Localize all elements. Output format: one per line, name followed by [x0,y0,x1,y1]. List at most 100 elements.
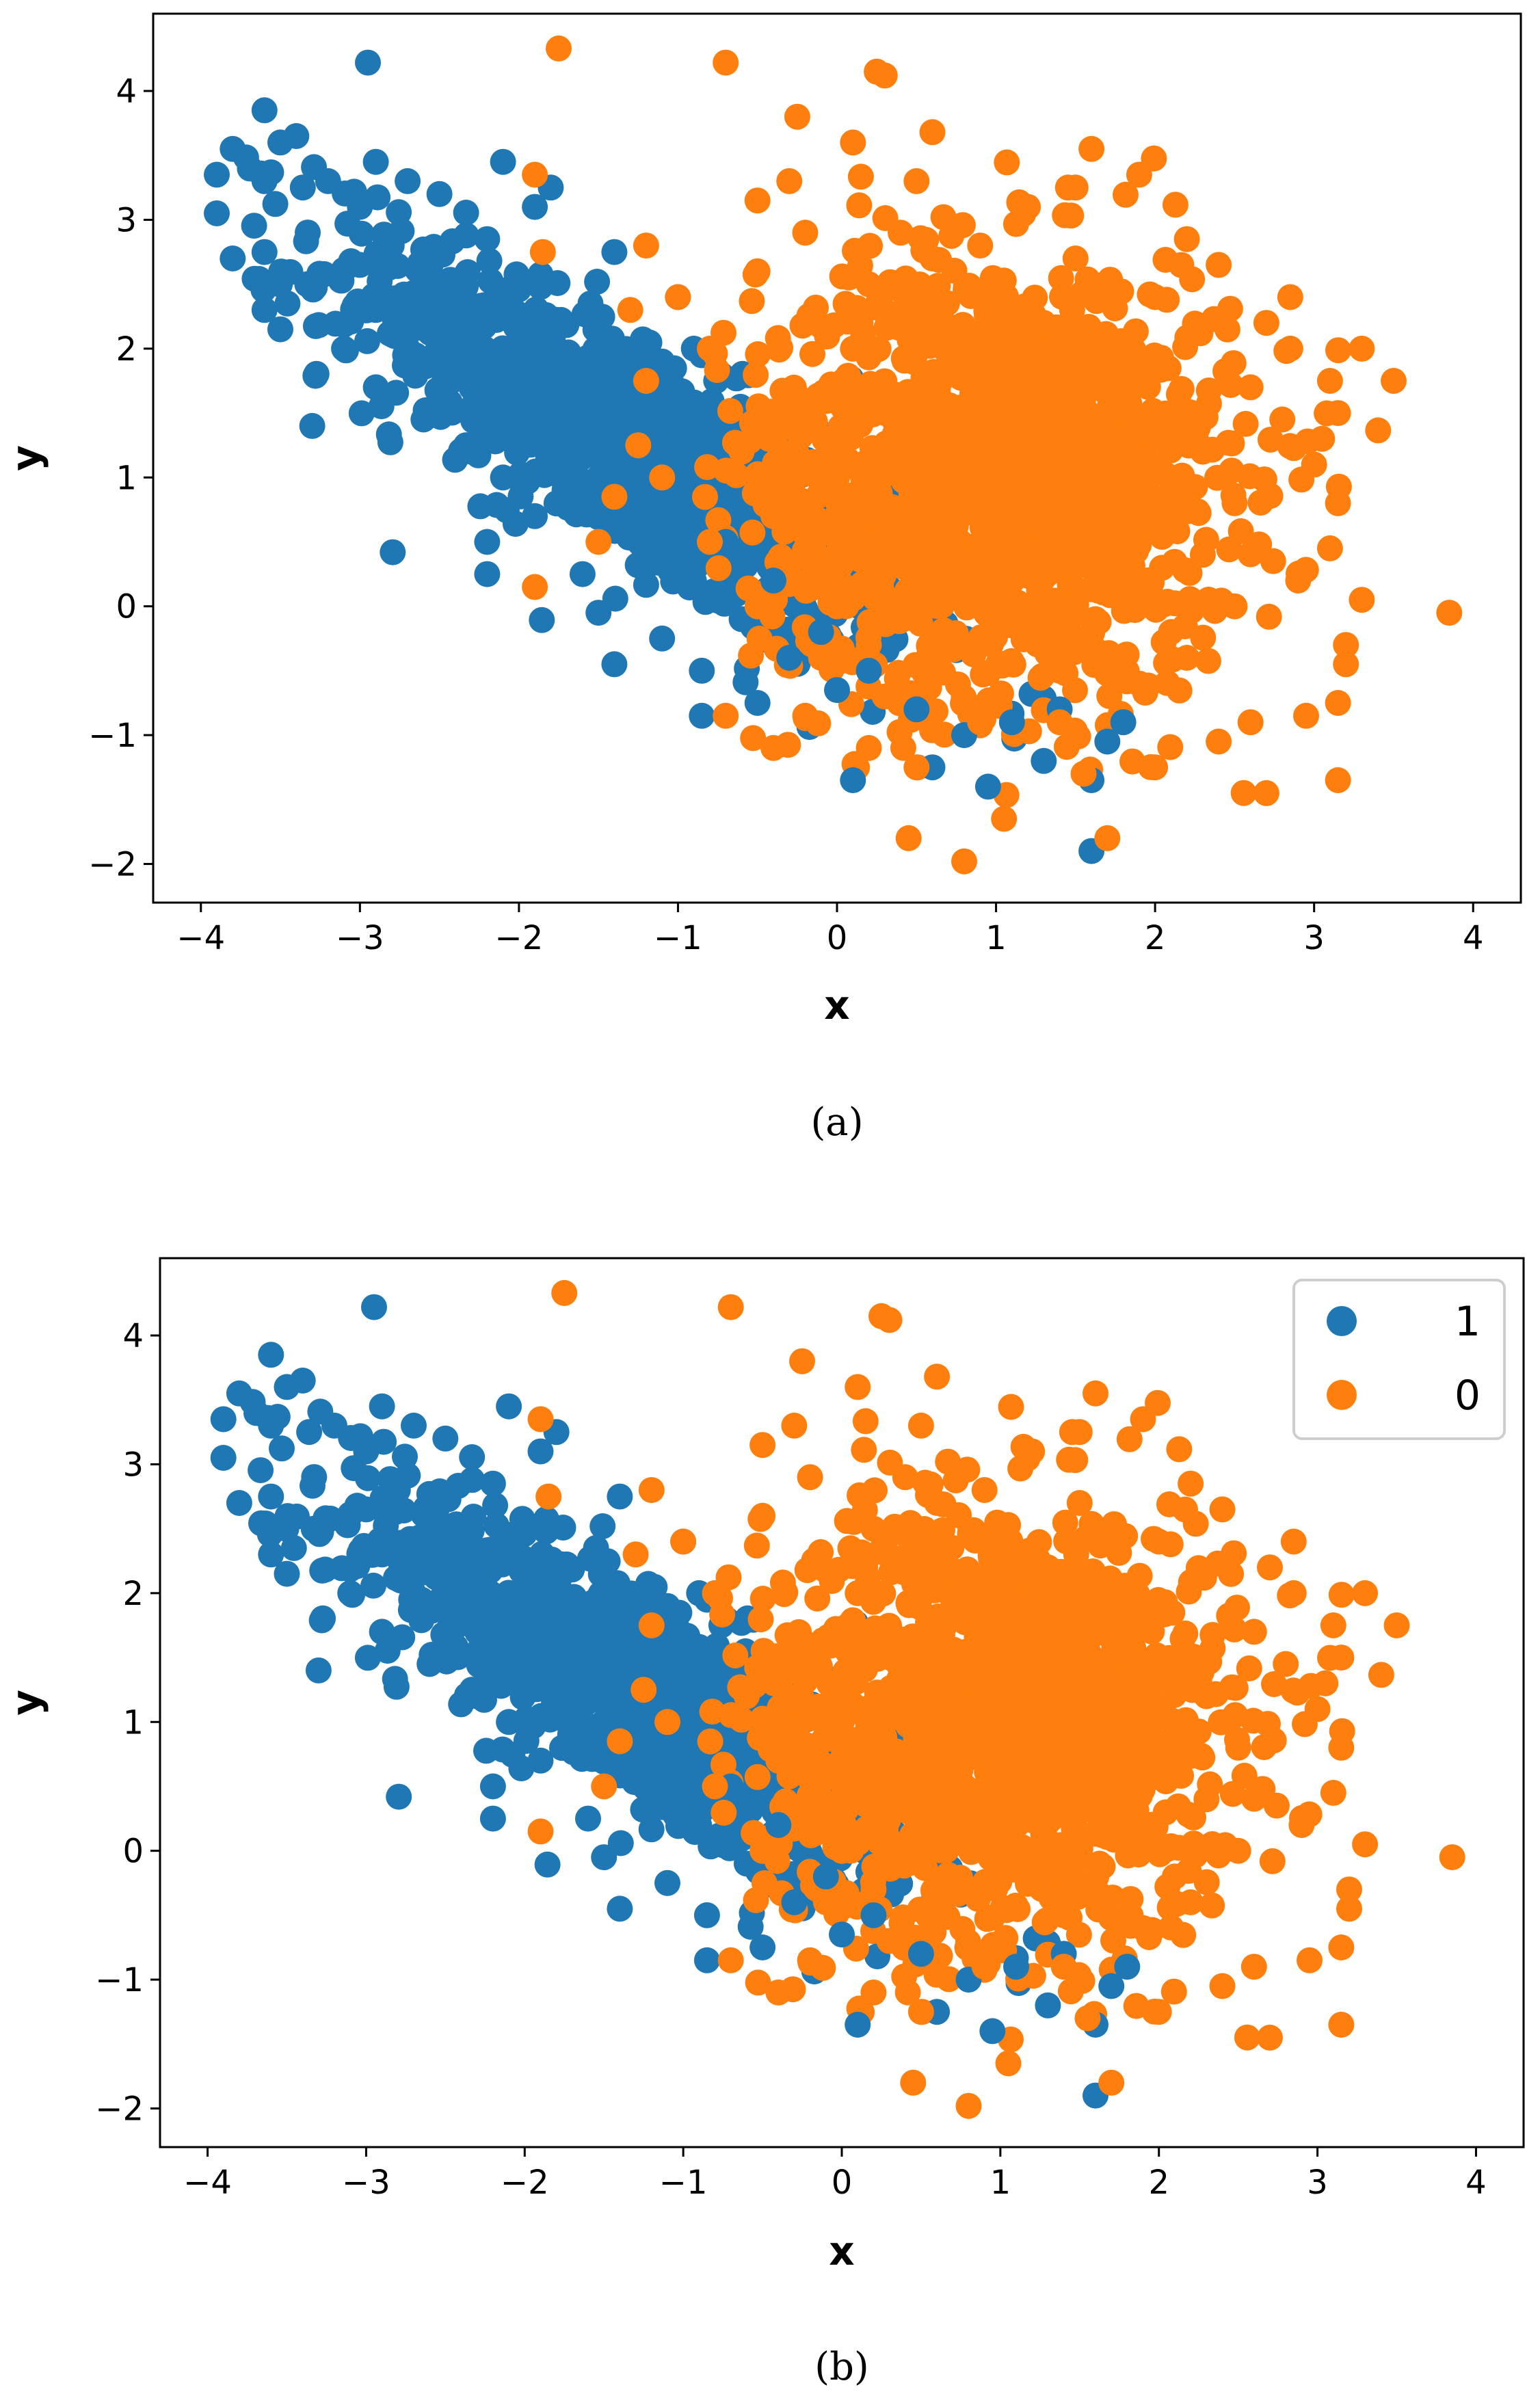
panel-b-point-0 [1098,2069,1125,2096]
panel-a-cloud-point-0 [1074,637,1100,664]
panel-b-point-0 [717,1294,744,1320]
panel-b-point-1 [829,1921,855,1948]
panel-a-point-1 [522,503,548,529]
panel-b-cloud-point-0 [1094,1516,1121,1543]
panel-b-cloud-point-0 [921,1876,948,1902]
panel-a-point-0 [1173,645,1200,671]
panel-b-cloud-point-1 [354,1645,381,1671]
panel-b-point-0 [1280,1528,1307,1555]
panel-b-point-0 [1019,1438,1046,1465]
panel-b-point-1 [591,1709,618,1735]
panel-b-cloud-point-0 [1261,1671,1287,1697]
panel-a-point-0 [1078,555,1105,581]
panel-a-cloud-point-0 [1146,354,1173,380]
panel-a-point-0 [951,848,977,875]
panel-a-cloud-point-0 [857,371,884,397]
panel-b-cloud-point-0 [699,1699,726,1725]
panel-b-cloud-point-1 [309,1557,336,1584]
panel-a-cloud-point-0 [1059,377,1085,404]
panel-a-point-0 [855,734,882,761]
panel-b-point-0 [638,1477,665,1504]
panel-b-cloud-point-0 [881,1690,907,1716]
panel-a-cloud-point-0 [1102,560,1129,586]
panel-a-cloud-point-0 [1220,350,1247,377]
panel-a-point-0 [697,529,723,555]
panel-a-cloud-point-0 [919,447,946,473]
panel-a-point-1 [474,561,501,587]
panel-a-x-ticks: −4 −3 −2 −1 0 1 2 3 4 [176,903,1484,957]
panel-b-cloud-point-0 [844,1541,870,1567]
panel-a-cloud-point-0 [1260,548,1286,574]
panel-a-cloud-point-0 [1325,337,1351,364]
panel-b-point-0 [955,1593,982,1619]
panel-b-cloud-point-1 [390,1498,417,1523]
panel-a-point-1 [522,348,548,375]
panel-a-point-0 [1046,657,1073,684]
panel-a-cloud-point-1 [533,302,559,328]
panel-a-cloud-point-0 [1119,748,1145,775]
panel-b-point-0 [1145,1999,1172,2025]
panel-a-cloud-point-0 [1162,191,1189,218]
panel-b-cloud-point-1 [430,1582,456,1609]
panel-a-cloud-point-0 [1116,418,1143,445]
panel-a-cloud-point-0 [1190,624,1217,651]
panel-b-cloud-point-0 [871,1724,898,1751]
panel-b-cloud-point-0 [1166,1436,1193,1463]
panel-a-point-0 [1031,593,1057,620]
panel-a-point-0 [1070,760,1097,787]
panel-a-point-1 [689,657,715,684]
panel-b-cloud-point-1 [476,1582,503,1608]
panel-a-point-0 [1062,245,1089,271]
panel-b-cloud-point-0 [915,1800,942,1826]
panel-b-point-1 [369,1393,395,1420]
panel-b-cloud-point-0 [1234,2024,1260,2051]
panel-a-point-0 [903,168,930,194]
panel-b-cloud-point-1 [638,1816,665,1843]
panel-b-point-0 [1352,1580,1379,1606]
panel-a-point-1 [299,412,326,439]
panel-b-cloud-point-0 [988,1600,1015,1627]
panel-a-point-1 [689,702,715,729]
panel-a-cloud-point-1 [686,395,713,421]
panel-a-cloud-point-1 [507,412,533,438]
panel-b-point-0 [1130,1915,1156,1941]
panel-b-cloud-point-1 [400,1543,427,1570]
panel-a-cloud-point-0 [1230,780,1257,806]
panel-b-cloud-point-0 [710,1751,736,1778]
panel-b-data-points [210,1279,1465,2119]
panel-a-cloud-point-1 [439,228,466,254]
panel-a-cloud-point-0 [739,519,766,546]
panel-a-cloud-point-1 [624,552,651,578]
panel-a-cloud-point-0 [1083,375,1109,401]
panel-a-cloud-point-1 [584,269,611,295]
panel-b-point-1 [583,1534,609,1561]
panel-b-cloud-point-1 [538,1546,565,1573]
panel-b-point-1 [226,1380,252,1407]
panel-b-cloud-point-0 [949,1916,976,1942]
panel-b-cloud-point-0 [697,1728,723,1755]
panel-b-point-0 [907,1554,934,1581]
panel-a-point-0 [1253,310,1279,336]
panel-b-point-0 [860,1515,887,1542]
panel-b-cloud-point-1 [534,1851,561,1878]
panel-a-point-1 [474,310,501,336]
panel-b-cloud-point-0 [1176,1578,1202,1605]
panel-a-cloud-point-1 [262,191,289,217]
panel-a-cloud-point-1 [394,299,421,325]
panel-b-point-1 [369,1619,395,1645]
panel-a-point-0 [983,271,1009,297]
panel-b-point-0 [995,2050,1022,2077]
panel-a-point-1 [355,49,381,76]
panel-a-cloud-point-0 [1163,488,1189,515]
panel-a-point-0 [585,529,612,555]
panel-b-cloud-point-1 [473,1738,499,1764]
panel-b-cloud-point-1 [507,1520,533,1547]
panel-b-cloud-point-0 [1199,1622,1226,1648]
panel-b-cloud-point-0 [1106,1805,1133,1831]
panel-b-cloud-point-1 [360,1572,386,1599]
panel-a-cloud-point-1 [467,493,494,520]
panel-a-point-0 [1062,174,1089,201]
panel-a-cloud-point-1 [477,362,504,388]
panel-b-point-0 [900,2069,927,2096]
